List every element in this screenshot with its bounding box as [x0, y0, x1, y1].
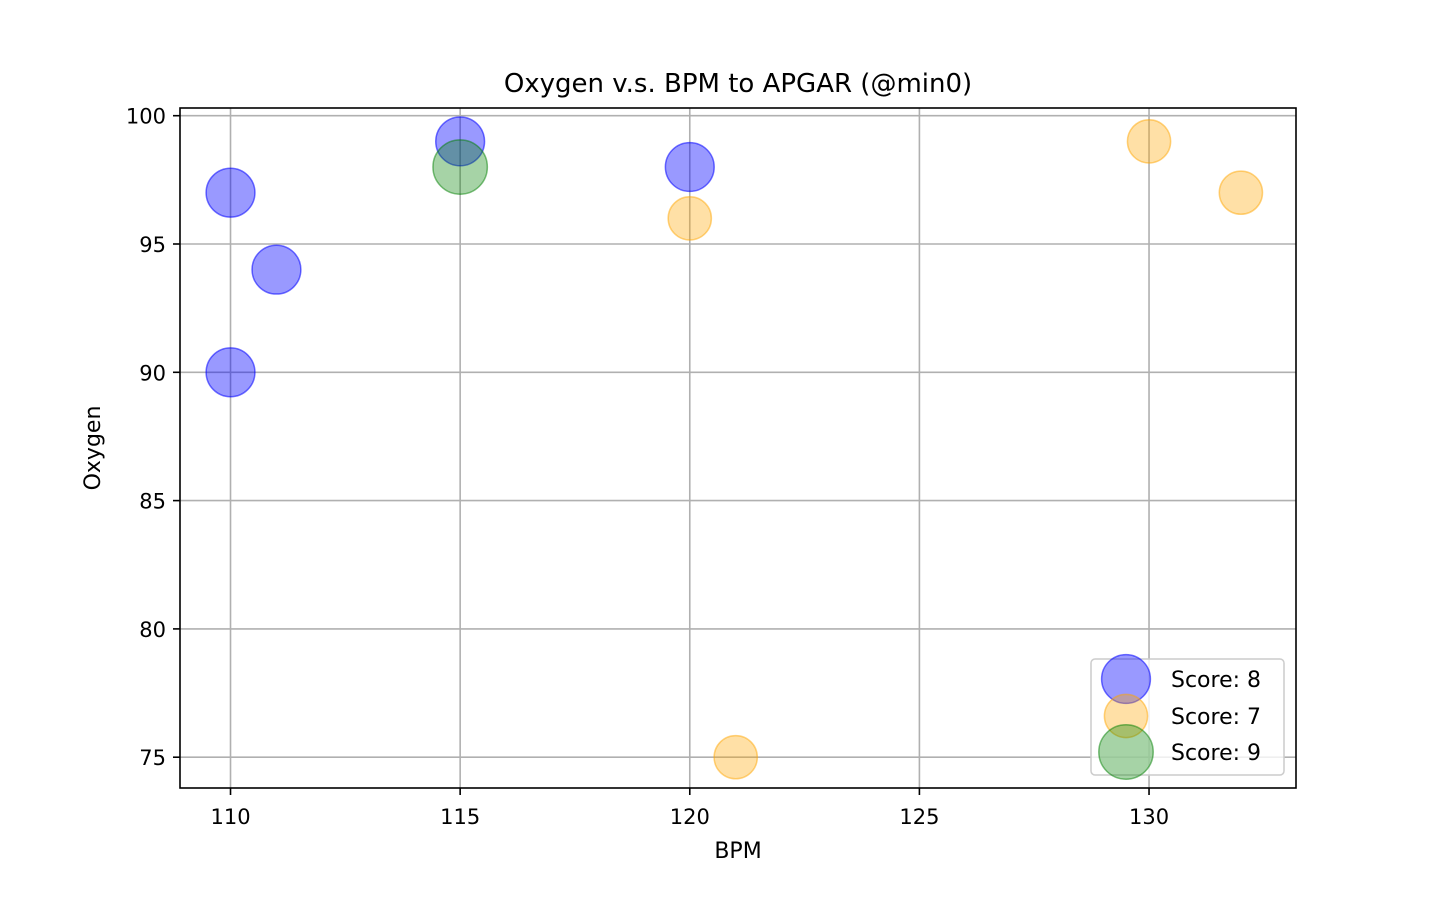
- legend-marker-series-1: [1100, 653, 1152, 705]
- y-tick-label: 75: [139, 746, 166, 770]
- legend-label: Score: 8: [1171, 668, 1261, 693]
- y-tick-label: 85: [139, 490, 166, 514]
- data-point-series-2: [667, 195, 713, 241]
- chart-title: Oxygen v.s. BPM to APGAR (@min0): [504, 69, 972, 99]
- y-axis-ticks: 75 80 85 90 95 100: [126, 105, 180, 770]
- data-point-series-1: [434, 116, 486, 167]
- x-tick-label: 115: [440, 805, 480, 829]
- x-axis-label: BPM: [714, 839, 761, 864]
- x-axis-ticks: 110 115 120 125 130: [210, 788, 1169, 829]
- x-tick-label: 120: [670, 805, 710, 829]
- data-points: [205, 116, 1264, 780]
- legend-marker-series-3: [1098, 724, 1154, 780]
- x-tick-label: 110: [210, 805, 250, 829]
- data-point-series-2: [713, 734, 759, 780]
- data-point-series-1: [251, 244, 302, 295]
- y-tick-label: 90: [139, 361, 166, 385]
- y-tick-label: 100: [126, 105, 166, 129]
- data-point-series-3: [432, 139, 489, 195]
- y-tick-label: 95: [139, 233, 166, 257]
- data-point-series-2: [1126, 119, 1172, 164]
- plot-area-frame: [179, 107, 1297, 789]
- legend-label: Score: 7: [1171, 705, 1261, 730]
- grid-lines: [180, 108, 1296, 788]
- x-tick-label: 130: [1129, 805, 1169, 829]
- legend-label: Score: 9: [1171, 741, 1261, 766]
- y-axis-label: Oxygen: [81, 406, 106, 491]
- legend-entries: Score: 8 Score: 7 Score: 9: [1098, 653, 1261, 780]
- x-tick-label: 125: [899, 805, 939, 829]
- data-point-series-2: [1218, 170, 1264, 216]
- y-tick-label: 80: [139, 618, 166, 642]
- data-point-series-1: [205, 347, 256, 398]
- legend-box: [1090, 658, 1285, 776]
- data-point-series-1: [664, 141, 715, 193]
- legend: Score: 8 Score: 7 Score: 9: [1090, 653, 1285, 780]
- data-point-series-1: [205, 167, 256, 218]
